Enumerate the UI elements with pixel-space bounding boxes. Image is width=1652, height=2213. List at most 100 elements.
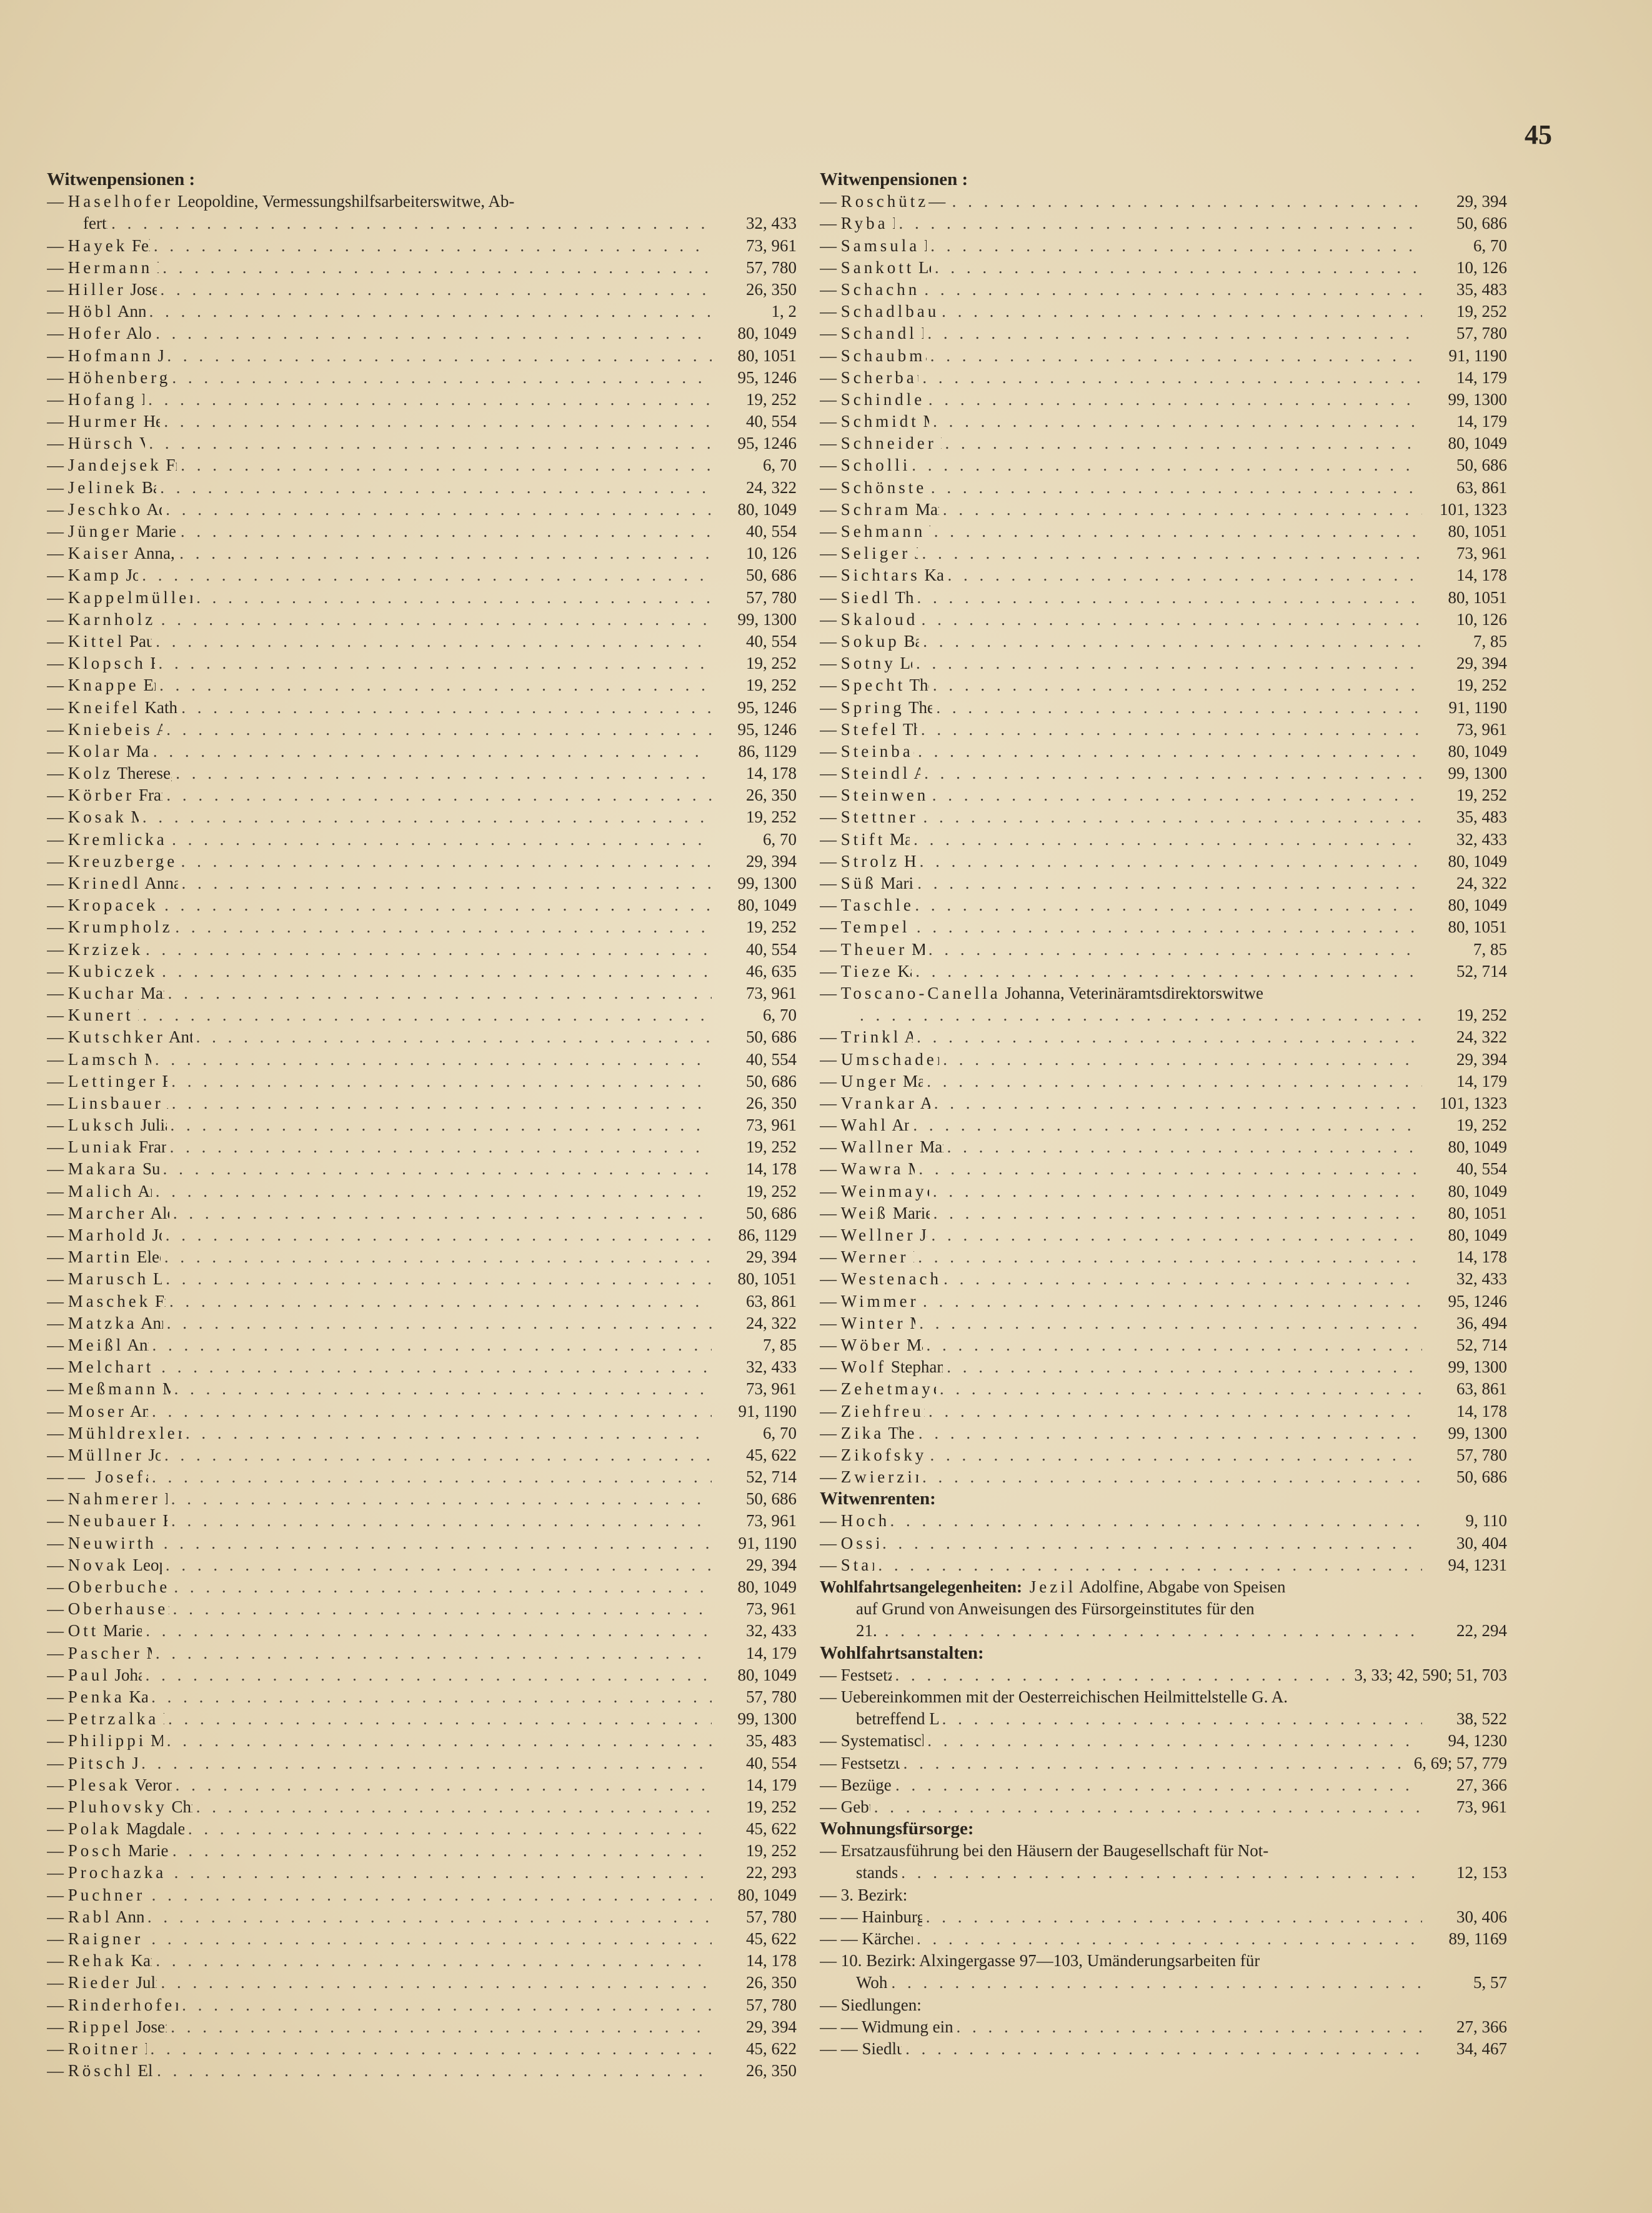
entry-text: — Trinkl Anna, Straßenarbeiterswitwe [820,1026,913,1048]
entry-text: — Sokup Barbara, Oberdesinfektorswitwe [820,631,919,652]
entry-description: Anna, Straßenarbeiterswitwe [127,1335,149,1354]
entry-name: Kappelmüller [67,587,193,607]
entry-description: Marie, Ratsdienerswitwe [137,390,144,409]
list-entry: — Samsula Hermine, Oberveterinärratswitw… [820,235,1507,257]
dash: — [820,279,837,299]
entry-name: Hofer [67,324,123,343]
entry-text: — Westenacher Karoline, Oberamtsgehilfen… [820,1268,940,1290]
list-entry: — Wimmer Marie, Straßenarbeiterswitwe 95,… [820,1291,1507,1312]
entry-text: Wohlfahrtsangelegenheiten: Jezil Adolfin… [820,1576,1285,1598]
list-entry: — Kamp Josefine, Amtsratswitwe 50, 686 [47,564,797,586]
leader-dots [142,1004,712,1026]
list-entry-continuation: betreffend Lieferung von Heilbehelfen 38,… [820,1708,1507,1730]
entry-text: — Siedlungen: [820,1994,922,2016]
list-entry: — Süß Marie, Straßenvorarbeiterswitwe 24,… [820,872,1507,894]
dash: — [820,544,837,563]
entry-name: Rabl [67,1907,112,1926]
dash: — [47,434,64,453]
entry-text: — Sankott Leopoldine, Oberphysikatsratsw… [820,257,931,279]
entry-description: Anna, Straßenaufseherswitwe [159,896,161,914]
list-entry: — 3. Bezirk: [820,1884,1507,1906]
leader-dots [174,1378,712,1400]
entry-text: — Makara Susanne, Straßenarbeiterswitwe [47,1158,159,1180]
page-reference: 73, 961 [746,983,797,1002]
entry-name: Zikofsky [840,1445,927,1464]
entry-name: Kneifel [67,697,141,717]
leader-dots [162,257,712,279]
dash: — [820,1071,837,1091]
page-reference: 6, 70 [1473,236,1507,255]
list-entry: — Skaloud Marie, Marktaufseherswitwe 10, … [820,609,1507,631]
entry-text: — Stettner Valerie, Gartenarbeiterswitwe [820,806,919,828]
list-entry: — Rieder Julianne, Straßenarbeiterswitwe… [47,1972,797,1994]
list-entry: — Hofang Marie, Ratsdienerswitwe 19, 252 [47,389,797,411]
entry-description: Marie, Beerdigungsobergehilfenswitwe [937,434,941,452]
entry-name: Ryba [840,214,888,233]
entry-description: Thekla, Straßenarbeiterswitwe [895,587,913,607]
entry-description: Marie, Heizerswitwe, Abfertigung [911,939,925,959]
page-reference: 32, 433 [746,1357,797,1377]
page-reference: 14, 178 [1456,1247,1507,1267]
dash: — [47,1027,64,1047]
page-reference: 52, 714 [1456,1335,1507,1354]
dash: — [820,1203,837,1222]
page-reference: 80, 1049 [1448,1181,1508,1201]
dash: — [47,1599,64,1619]
leader-dots [878,1554,1422,1576]
page-reference: 80, 1049 [1448,434,1508,453]
dash: — [47,1137,64,1157]
entry-name: Hermann [67,257,153,277]
leader-dots [146,939,712,961]
entry-description: Hermine, Oberveterinärratswitwe [920,236,927,255]
entry-name: Zika [840,1423,885,1442]
dash: — [820,1445,837,1464]
entry-text: — Posch Marie, Stadtarztenswitwe, Abfert… [47,1840,169,1862]
entry-description: Anna, Malergehilfenswitwe, Abfertigung [144,874,178,892]
entry-name: Maschek [67,1291,151,1311]
list-entry: — Moser Anna, Oberschulwartswitwe 91, 119… [47,1401,797,1422]
entry-text: — Steinwender Rosa, Straßenarbeiterswitw… [820,784,928,806]
page-reference: 99, 1300 [737,1709,797,1729]
page-reference: 80, 1049 [737,1885,797,1904]
dash: — [820,1511,837,1531]
entry-description: Kamilla, Vizeinspektorswitwe [131,1951,152,1971]
page-reference: 40, 554 [746,522,797,541]
entry-description: Marie, Straßenvorarbeiterswitwe [880,874,914,892]
leader-dots [176,762,712,784]
list-entry: — Stift Marie, Straßenarbeiterswitwe 32, … [820,829,1507,851]
dash: — [820,1775,837,1794]
entry-description: Barbara, Straßenarbeiterswitwe [159,1709,164,1728]
entry-text: — Pascher Marie, Amtsgehilfenswitwe [47,1642,152,1664]
entry-name: Tempel [840,917,910,937]
leader-dots [142,806,712,828]
entry-text: — Hofer Aloisia, Straßenarbeiterswitwe [47,322,152,344]
dash: — [820,214,837,233]
list-entry: — Spring Therese, Marktamtsvizedirektors… [820,697,1507,719]
list-entry: — Sokup Barbara, Oberdesinfektorswitwe 7,… [820,631,1507,652]
entry-text: — Höhenberger Anna, Straßenarbeiterswitw… [47,367,168,389]
leader-dots [931,477,1422,499]
list-entry: — Rinderhofer Hilde, Offizialswitwe, Abf… [47,1994,797,2016]
page-reference: 86, 1129 [738,741,797,761]
entry-description: Marie, Oberrechnungsratswitwe [167,830,168,849]
list-entry-continuation: 21. Bezirk 22, 294 [820,1620,1507,1642]
entry-text: — Tieze Karoline, Oberamtsratswitwe [820,961,912,982]
leader-dots [167,1730,712,1752]
dash: — [820,456,837,475]
leader-dots [149,432,712,454]
list-entry: — Pitsch Julie, Schulwartswitwe 40, 554 [47,1752,797,1774]
entry-name: Petrzalka [67,1709,159,1729]
entry-description: Susanne, Straßenarbeiterswitwe [142,1159,159,1179]
dash: — [820,477,837,497]
list-entry: — Weiß Marie, Oberoffizialswitwe, Abfert… [820,1202,1507,1224]
list-entry: — Philippi Marie, Maschinenmeisterswitwe… [47,1730,797,1752]
entry-description: Johanna, Veterinäramtsdirektorswitwe [1000,983,1263,1002]
list-entry: — Schandl Karoline, Straßenarbeiterswitw… [820,322,1507,344]
list-entry: — Klopsch Rosa, Straßenarbeiterswitwe 19,… [47,652,797,674]
entry-name: Jezil [1022,1577,1077,1596]
list-entry: — Schönsteiner Stephanie, Beamtenswitwe 6… [820,477,1507,499]
entry-name: Sokup [840,631,900,651]
entry-name: Westenacher [840,1269,940,1289]
entry-description: Viktoria, Senatsratswitwe [136,434,145,452]
entry-text: — Wimmer Marie, Straßenarbeiterswitwe [820,1291,919,1312]
